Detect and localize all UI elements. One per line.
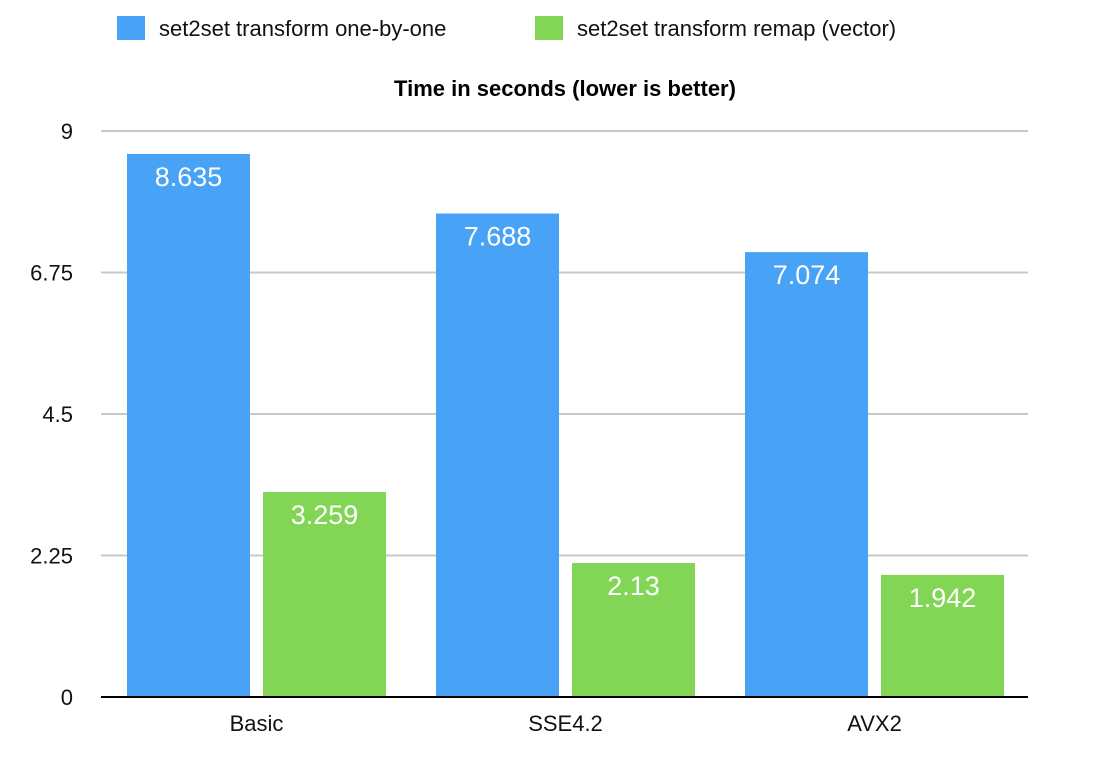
data-label: 8.635 — [155, 162, 223, 192]
data-label: 3.259 — [291, 500, 359, 530]
x-tick-label: AVX2 — [847, 711, 902, 736]
data-label: 7.688 — [464, 222, 532, 252]
x-tick-label: SSE4.2 — [528, 711, 603, 736]
legend-swatch-2 — [535, 16, 563, 40]
x-axis: Basic SSE4.2 AVX2 — [101, 696, 1028, 736]
bar-sse42-series-2 — [572, 563, 695, 697]
legend-swatch-1 — [117, 16, 145, 40]
bar-avx2-series-2 — [881, 574, 1004, 697]
bar-basic-series-2 — [263, 492, 386, 697]
bar-sse42-series-1 — [436, 213, 559, 697]
chart-title: Time in seconds (lower is better) — [394, 76, 736, 101]
grid: 0 2.25 4.5 6.75 9 — [30, 119, 1028, 710]
bar-basic-series-1 — [127, 153, 250, 697]
data-label: 7.074 — [773, 260, 841, 290]
legend-label-1: set2set transform one-by-one — [159, 16, 446, 41]
y-tick-label: 9 — [61, 119, 73, 144]
bar-avx2-series-1 — [745, 252, 868, 697]
y-tick-label: 4.5 — [42, 402, 73, 427]
x-tick-label: Basic — [230, 711, 284, 736]
data-label: 1.942 — [909, 583, 977, 613]
bars: 8.635 3.259 7.688 2.13 7.074 1.942 — [127, 153, 1004, 697]
y-tick-label: 6.75 — [30, 261, 73, 286]
legend-label-2: set2set transform remap (vector) — [577, 16, 896, 41]
y-tick-label: 2.25 — [30, 544, 73, 569]
data-label: 2.13 — [607, 571, 660, 601]
legend: set2set transform one-by-one set2set tran… — [117, 16, 896, 41]
y-tick-label: 0 — [61, 685, 73, 710]
